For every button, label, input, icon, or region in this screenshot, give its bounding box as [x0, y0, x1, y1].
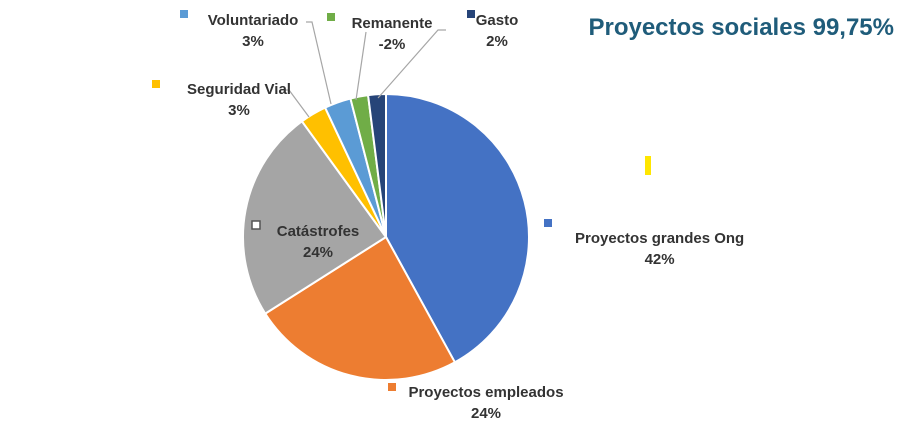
legend-key-gasto	[467, 10, 475, 18]
slice-value-voluntariado: 3%	[242, 33, 264, 50]
slice-label-remanente: Remanente	[352, 15, 433, 32]
slice-label-voluntariado: Voluntariado	[208, 12, 299, 29]
leader-line-gasto	[377, 29, 446, 99]
slice-label-catastrofes: Catástrofes	[277, 223, 360, 240]
slice-value-proyectos-grandes-ong: 42%	[645, 251, 675, 268]
legend-key-voluntariado	[180, 10, 188, 18]
pie-slice-proyectos-grandes-ong	[385, 92, 530, 364]
slice-label-proyectos-empleados: Proyectos empleados	[408, 384, 563, 401]
slice-label-seguridad-vial: Seguridad Vial	[187, 81, 291, 98]
leader-line-remanente	[355, 31, 367, 101]
slice-label-proyectos-grandes-ong: Proyectos grandes Ong	[575, 230, 744, 247]
legend-key-seguridad-vial	[152, 80, 160, 88]
legend-key-catastrofes	[251, 220, 261, 230]
legend-key-remanente	[327, 13, 335, 21]
legend-key-proyectos-empleados	[388, 383, 396, 391]
legend-key-proyectos-grandes-ong	[544, 219, 552, 227]
pie-slice-catastrofes	[242, 119, 388, 316]
slice-value-remanente: -2%	[379, 36, 406, 53]
slice-value-catastrofes: 24%	[303, 244, 333, 261]
pie-slice-gasto	[366, 92, 387, 238]
slice-value-gasto: 2%	[486, 33, 508, 50]
slice-value-seguridad-vial: 3%	[228, 102, 250, 119]
accent-mark	[645, 156, 651, 175]
chart-title: Proyectos sociales 99,75%	[588, 14, 894, 41]
leader-line-seguridad-vial	[282, 89, 310, 118]
slice-value-proyectos-empleados: 24%	[471, 405, 501, 422]
slice-label-gasto: Gasto	[476, 12, 519, 29]
pie-slice-proyectos-empleados	[263, 235, 457, 381]
leader-line-voluntariado	[306, 21, 332, 105]
